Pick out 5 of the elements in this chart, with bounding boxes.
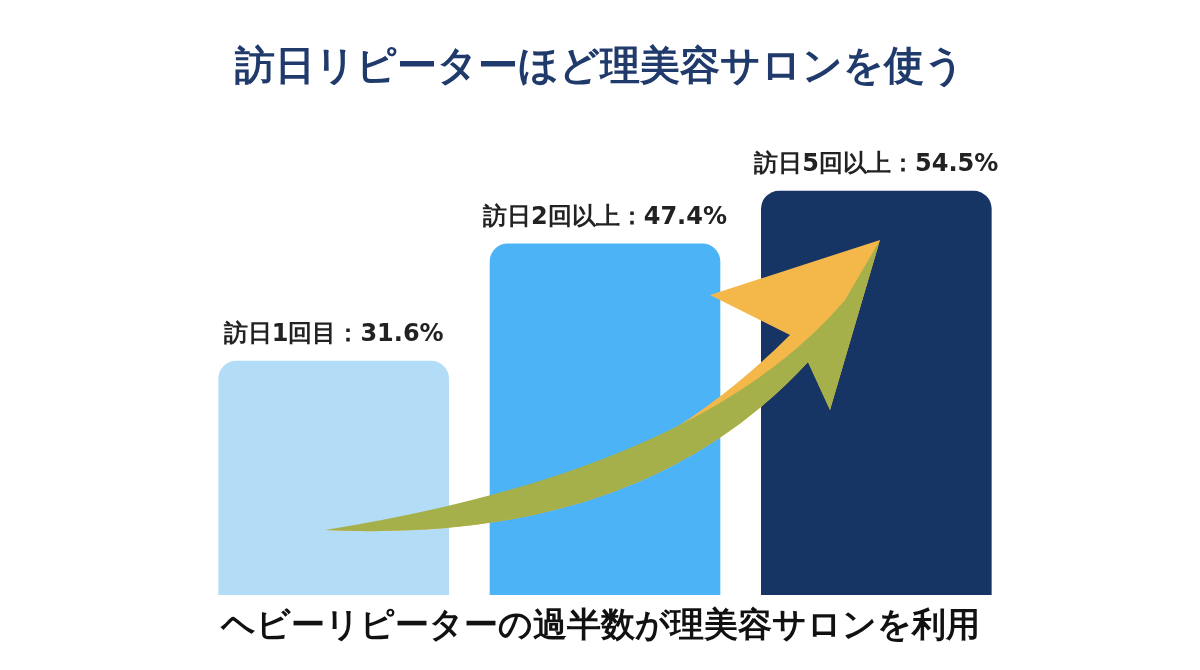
text: ヘビーリピーターの過半数が理美容サロンを利用 [219,603,981,646]
data-label: 訪日5回以上：54.5% [753,149,999,178]
chart-title: 訪日リピーターほど理美容サロンを使う [234,41,966,90]
data-label: 訪日2回以上：47.4% [482,201,727,230]
data-label: 訪日1回目：31.6% [222,318,444,347]
